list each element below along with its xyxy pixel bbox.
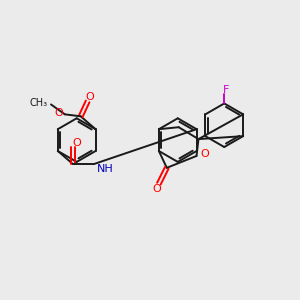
Text: NH: NH bbox=[96, 164, 113, 174]
Text: O: O bbox=[72, 138, 81, 148]
Text: O: O bbox=[152, 184, 161, 194]
Text: F: F bbox=[223, 85, 230, 94]
Text: O: O bbox=[54, 108, 63, 118]
Text: O: O bbox=[85, 92, 94, 103]
Text: CH₃: CH₃ bbox=[30, 98, 48, 108]
Text: O: O bbox=[200, 149, 209, 159]
